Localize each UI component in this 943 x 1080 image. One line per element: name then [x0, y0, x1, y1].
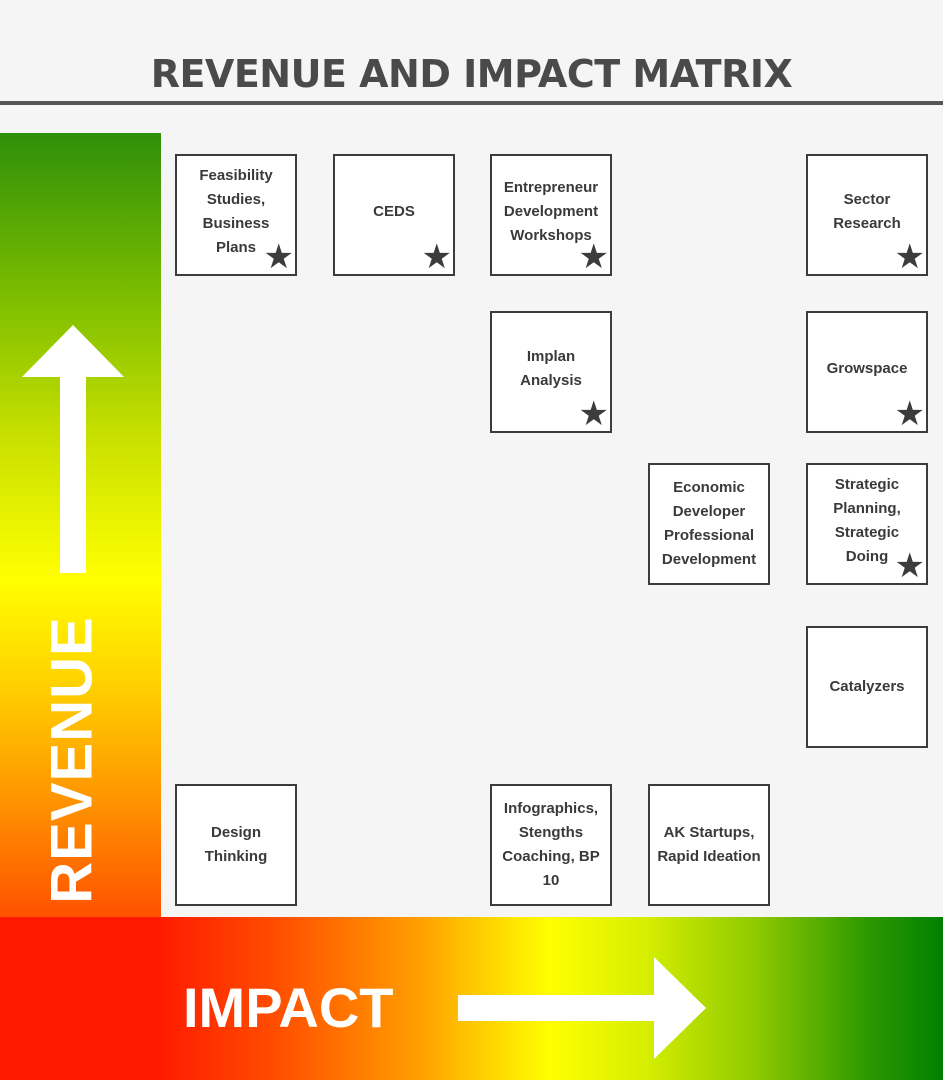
impact-axis-label: IMPACT [183, 976, 394, 1039]
matrix-box-growspace: Growspace ★ [806, 311, 928, 433]
matrix-box-strategic: Strategic Planning, Strategic Doing ★ [806, 463, 928, 585]
box-label: Implan Analysis [520, 348, 582, 389]
matrix-box-feasibility: Feasibility Studies, Business Plans ★ [175, 154, 297, 276]
axis-corner [0, 917, 161, 1080]
matrix-box-implan: Implan Analysis ★ [490, 311, 612, 433]
box-label: Strategic Planning, Strategic Doing [833, 476, 901, 565]
box-label: Design Thinking [204, 824, 268, 865]
matrix-box-economic: Economic Developer Professional Developm… [648, 463, 770, 585]
matrix-box-entrepreneur: Entrepreneur Development Workshops ★ [490, 154, 612, 276]
box-label: Economic Developer Professional Developm… [661, 479, 757, 568]
matrix-box-infographics: Infographics, Stengths Coaching, BP 10 [490, 784, 612, 906]
matrix-box-akstartups: AK Startups, Rapid Ideation [648, 784, 770, 906]
matrix-box-design: Design Thinking [175, 784, 297, 906]
box-label: Feasibility Studies, Business Plans [199, 167, 273, 256]
box-label: CEDS [373, 203, 415, 220]
box-label: Entrepreneur Development Workshops [503, 179, 599, 244]
page-title: REVENUE AND IMPACT MATRIX [150, 52, 793, 96]
box-label: Catalyzers [829, 678, 905, 695]
title-divider [0, 101, 943, 105]
revenue-axis-label: REVENUE [39, 616, 105, 904]
star-icon: ★ [578, 237, 609, 277]
arrow-up-icon [22, 325, 124, 573]
matrix-box-ceds: CEDS ★ [333, 154, 455, 276]
star-icon: ★ [421, 237, 452, 277]
star-icon: ★ [894, 546, 925, 586]
box-label: Sector Research [833, 191, 901, 232]
star-icon: ★ [894, 237, 925, 277]
matrix-box-catalyzers: Catalyzers [806, 626, 928, 748]
matrix-box-sector: Sector Research ★ [806, 154, 928, 276]
box-label: AK Startups, Rapid Ideation [657, 824, 761, 865]
box-label: Infographics, Stengths Coaching, BP 10 [502, 800, 600, 889]
box-label: Growspace [826, 360, 908, 377]
arrow-right-icon [458, 957, 706, 1059]
star-icon: ★ [578, 394, 609, 434]
star-icon: ★ [894, 394, 925, 434]
star-icon: ★ [263, 237, 294, 277]
